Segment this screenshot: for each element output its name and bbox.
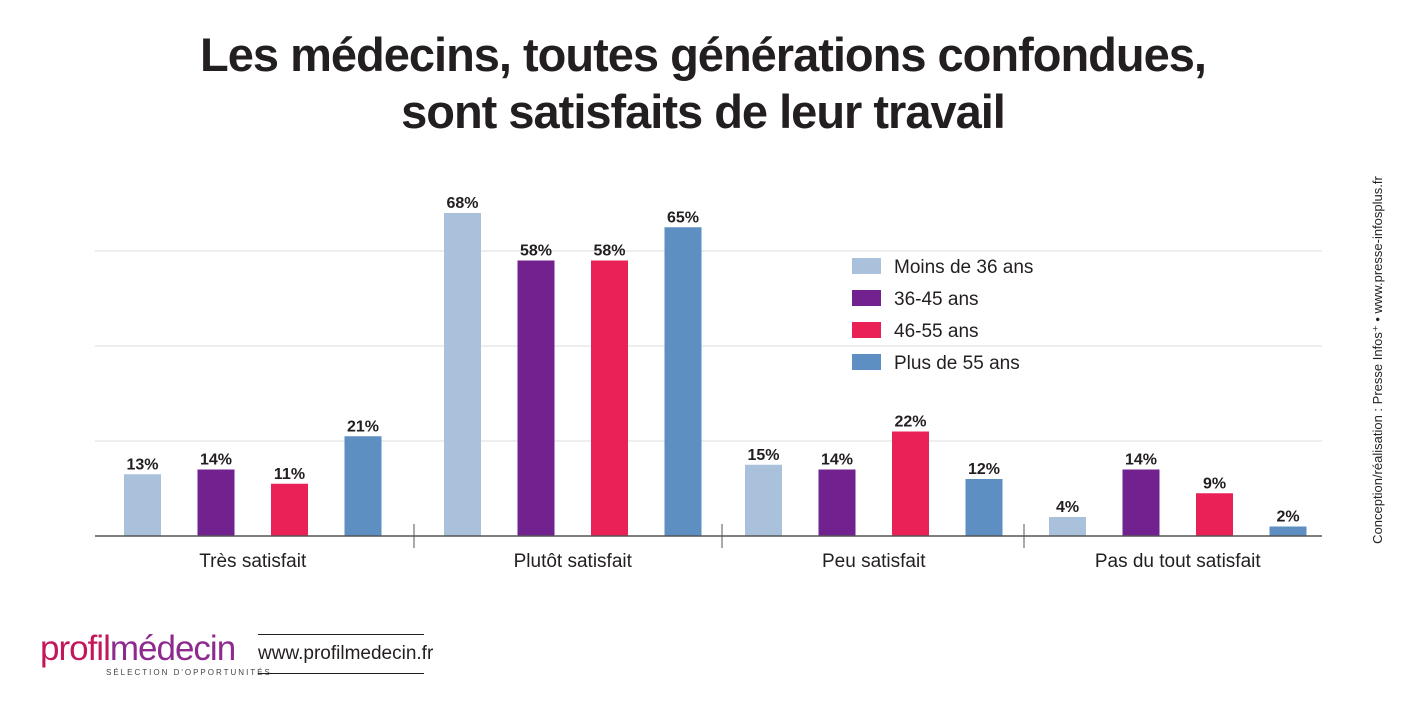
title-line-2: sont satisfaits de leur travail: [401, 85, 1006, 138]
value-label-1-1: 13%: [126, 456, 158, 473]
value-label-3-4: 12%: [968, 461, 1000, 478]
legend-swatch-1: [852, 258, 881, 274]
bar-2-2: [517, 260, 555, 536]
value-label-4-4: 2%: [1276, 509, 1299, 526]
bar-3-3: [892, 431, 929, 536]
category-label-1: Très satisfait: [199, 551, 307, 572]
value-label-4-3: 9%: [1203, 475, 1226, 492]
value-label-1-2: 14%: [200, 452, 232, 469]
category-label-2: Plutôt satisfait: [514, 551, 633, 572]
value-label-2-2: 58%: [520, 243, 552, 260]
bar-4-4: [1269, 526, 1307, 536]
value-label-3-3: 22%: [894, 414, 926, 431]
value-label-1-4: 21%: [347, 418, 379, 435]
value-label-4-1: 4%: [1056, 499, 1079, 516]
bar-2-4: [664, 227, 702, 536]
credit-text: Conception/réalisation : Presse Infos⁺ •…: [1370, 176, 1385, 544]
category-label-3: Peu satisfait: [822, 551, 926, 572]
x-axis: Très satisfait Plutôt satisfait Peu satisf…: [95, 524, 1322, 572]
logo-part-2: médecin: [109, 629, 236, 668]
legend-label-3: 46-55 ans: [894, 321, 979, 342]
bar-1-1: [124, 474, 161, 536]
value-label-1-3: 11%: [274, 466, 305, 483]
value-label-2-4: 65%: [667, 209, 699, 226]
value-label-4-2: 14%: [1125, 452, 1157, 469]
logo-part-1: profil: [40, 629, 111, 668]
legend-label-1: Moins de 36 ans: [894, 257, 1033, 278]
value-label-3-1: 15%: [747, 447, 779, 464]
legend-swatch-2: [852, 290, 881, 306]
bar-2-1: [444, 213, 481, 536]
bar-4-1: [1049, 517, 1086, 536]
bar-1-4: [344, 436, 382, 536]
bar-1-2: [197, 469, 235, 536]
bar-3-2: [818, 469, 856, 536]
legend: Moins de 36 ans 36-45 ans 46-55 ans Plus de…: [852, 257, 1033, 374]
logo-tagline: SÉLECTION D'OPPORTUNITÉS: [106, 668, 272, 677]
legend-label-2: 36-45 ans: [894, 289, 979, 310]
value-label-3-2: 14%: [821, 452, 853, 469]
legend-swatch-4: [852, 354, 881, 370]
value-label-2-3: 58%: [593, 243, 625, 260]
legend-label-4: Plus de 55 ans: [894, 353, 1020, 374]
category-label-4: Pas du tout satisfait: [1095, 551, 1262, 572]
bars: 13% 68% 15% 4% 14% 58% 14% 14% 11% 58% 22% 9% 21% 65%…: [124, 195, 1307, 536]
legend-swatch-3: [852, 322, 881, 338]
chart-title: Les médecins, toutes générations confond…: [0, 26, 1406, 140]
bar-2-3: [591, 260, 628, 536]
logo-wordmark: profilmédecin: [40, 630, 250, 668]
bar-3-1: [745, 464, 782, 536]
bar-4-2: [1122, 469, 1160, 536]
bar-4-3: [1196, 493, 1233, 536]
website-link[interactable]: www.profilmedecin.fr: [258, 634, 433, 674]
gridlines: [95, 250, 1322, 442]
title-line-1: Les médecins, toutes générations confond…: [200, 28, 1207, 81]
bar-3-4: [965, 479, 1003, 536]
bar-1-3: [271, 483, 308, 536]
profilmedecin-logo: profilmédecin SÉLECTION D'OPPORTUNITÉS: [40, 630, 272, 678]
value-label-2-1: 68%: [446, 195, 478, 212]
